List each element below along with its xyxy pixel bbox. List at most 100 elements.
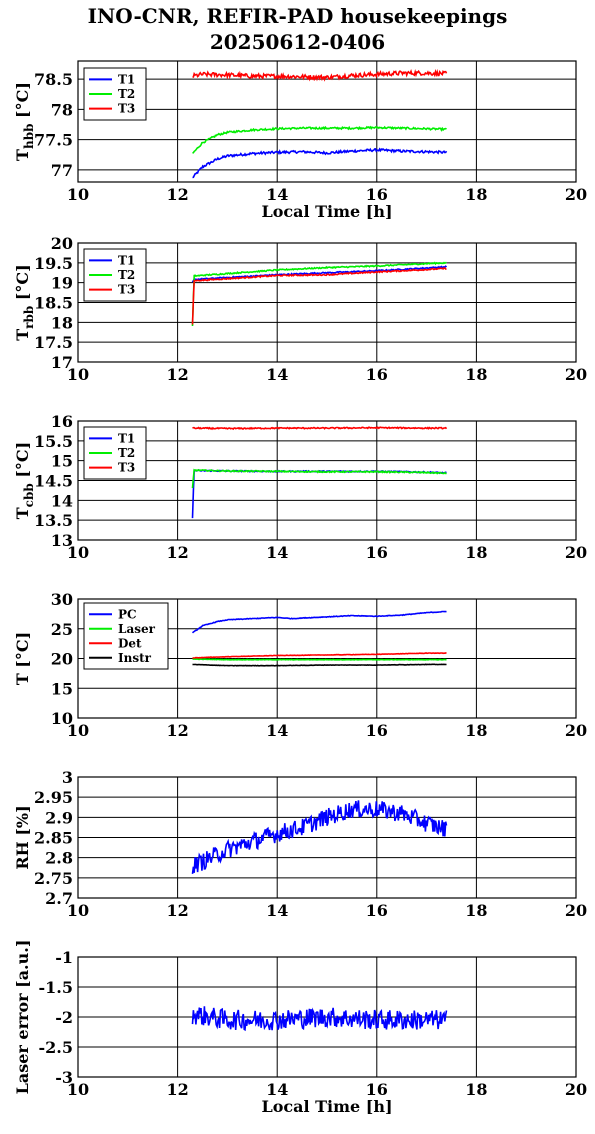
- y-tick-label: 20: [51, 650, 73, 669]
- x-tick-label: 12: [166, 543, 188, 562]
- y-axis-label: RH [%]: [13, 805, 32, 869]
- x-tick-label: 20: [565, 901, 587, 920]
- legend-label: T2: [118, 268, 135, 282]
- x-tick-label: 10: [67, 543, 89, 562]
- x-tick-label: 14: [266, 543, 288, 562]
- y-tick-label: 2.95: [34, 788, 73, 807]
- x-tick-label: 20: [565, 1080, 587, 1099]
- x-tick-label: 20: [565, 365, 587, 384]
- y-tick-label: 15: [51, 679, 73, 698]
- x-tick-label: 18: [465, 1080, 487, 1099]
- series-line-t2: [192, 125, 447, 154]
- x-tick-label: 12: [166, 185, 188, 204]
- y-tick-label: 25: [51, 620, 73, 639]
- x-tick-label: 14: [266, 365, 288, 384]
- y-tick-label: -2.5: [39, 1038, 73, 1057]
- x-tick-label: 18: [465, 901, 487, 920]
- y-tick-label: 18.5: [34, 294, 73, 313]
- x-tick-label: 12: [166, 365, 188, 384]
- y-tick-label: 3: [62, 768, 73, 787]
- figure-subtitle: 20250612-0406: [209, 30, 386, 54]
- y-tick-label: 30: [51, 590, 73, 609]
- x-tick-label: 16: [366, 543, 388, 562]
- y-tick-label: 13: [51, 531, 73, 550]
- chart-panel-4: 10 12 14 16 18 20 10 15 20 25 30 T [°C] PCLaserDetIn…: [13, 590, 587, 740]
- y-axis-label: Trbb [°C]: [13, 264, 36, 340]
- x-tick-label: 10: [67, 901, 89, 920]
- series-line-data: [191, 1006, 448, 1032]
- y-tick-label: -2: [55, 1008, 73, 1027]
- y-tick-label: 15.5: [34, 432, 73, 451]
- x-tick-label: 20: [565, 543, 587, 562]
- series-line-t2: [191, 468, 447, 489]
- series-line-pc: [191, 610, 447, 634]
- y-tick-label: -3: [55, 1068, 73, 1087]
- chart-panel-5: 10 12 14 16 18 20 2.72.752.82.85 2.92.953 RH [%]: [13, 768, 587, 920]
- y-axis-label: Laser error [a.u.]: [13, 940, 32, 1095]
- legend-label: T3: [118, 283, 135, 297]
- series-line-t3: [192, 68, 448, 82]
- x-tick-label: 10: [67, 185, 89, 204]
- x-tick-label: 10: [67, 365, 89, 384]
- y-tick-label: 2.9: [45, 808, 73, 827]
- y-tick-label: 78: [51, 100, 73, 119]
- y-tick-label: 20: [51, 234, 73, 253]
- x-tick-label: 14: [266, 901, 288, 920]
- x-tick-label: 18: [465, 543, 487, 562]
- plot-frame: [77, 60, 577, 183]
- series-line-t1: [191, 469, 447, 519]
- y-tick-label: 13.5: [34, 511, 73, 530]
- x-tick-label: 16: [366, 1080, 388, 1099]
- y-tick-label: 2.75: [34, 869, 73, 888]
- x-tick-label: 16: [366, 185, 388, 204]
- x-tick-label: 12: [166, 721, 188, 740]
- x-tick-label: 18: [465, 365, 487, 384]
- y-axis-label: Thbb [°C]: [13, 82, 36, 161]
- y-tick-label: 16: [51, 412, 73, 431]
- y-axis-label: Tcbb [°C]: [13, 442, 36, 519]
- chart-panel-6: 10 12 14 16 18 20 -3 -2.5 -2 -1.5 -1 Local Time [h]…: [13, 940, 587, 1116]
- legend-label: T2: [118, 446, 135, 460]
- series-line-instr: [192, 663, 447, 667]
- legend-label: T3: [118, 461, 135, 475]
- chart-panel-1: 10 12 14 16 18 20 77 77.5 78 78.5 Local Time [h] Th…: [13, 60, 587, 221]
- y-tick-label: 10: [51, 709, 73, 728]
- plot-frame: [77, 776, 577, 899]
- x-tick-label: 12: [166, 1080, 188, 1099]
- y-tick-label: 19.5: [34, 254, 73, 273]
- y-tick-label: 2.8: [45, 849, 73, 868]
- series-line-data: [191, 800, 448, 874]
- y-tick-label: 14: [51, 491, 73, 510]
- plot-frame: [77, 956, 577, 1078]
- legend-label: Laser: [118, 622, 156, 636]
- legend-label: T1: [118, 253, 135, 267]
- x-axis-label: Local Time [h]: [261, 1097, 392, 1116]
- y-tick-label: 2.85: [34, 829, 73, 848]
- y-tick-label: 14.5: [34, 472, 73, 491]
- y-tick-label: 77.5: [34, 131, 73, 150]
- plot-frame: [77, 598, 577, 719]
- x-tick-label: 10: [67, 1080, 89, 1099]
- series-line-laser: [192, 658, 447, 661]
- legend-label: Det: [118, 636, 142, 650]
- plot-frame: [77, 420, 577, 541]
- x-tick-label: 20: [565, 185, 587, 204]
- legend-label: Instr: [118, 651, 152, 665]
- y-tick-label: 2.7: [45, 889, 73, 908]
- x-tick-label: 16: [366, 365, 388, 384]
- legend-label: PC: [118, 607, 137, 621]
- x-tick-label: 14: [266, 721, 288, 740]
- legend-label: T1: [118, 72, 135, 86]
- y-tick-label: -1: [55, 948, 73, 967]
- y-tick-label: 17.5: [34, 333, 73, 352]
- legend-label: T3: [118, 102, 135, 116]
- x-tick-label: 16: [366, 901, 388, 920]
- y-tick-label: -1.5: [39, 978, 73, 997]
- series-line-t1: [192, 147, 448, 179]
- x-tick-label: 12: [166, 901, 188, 920]
